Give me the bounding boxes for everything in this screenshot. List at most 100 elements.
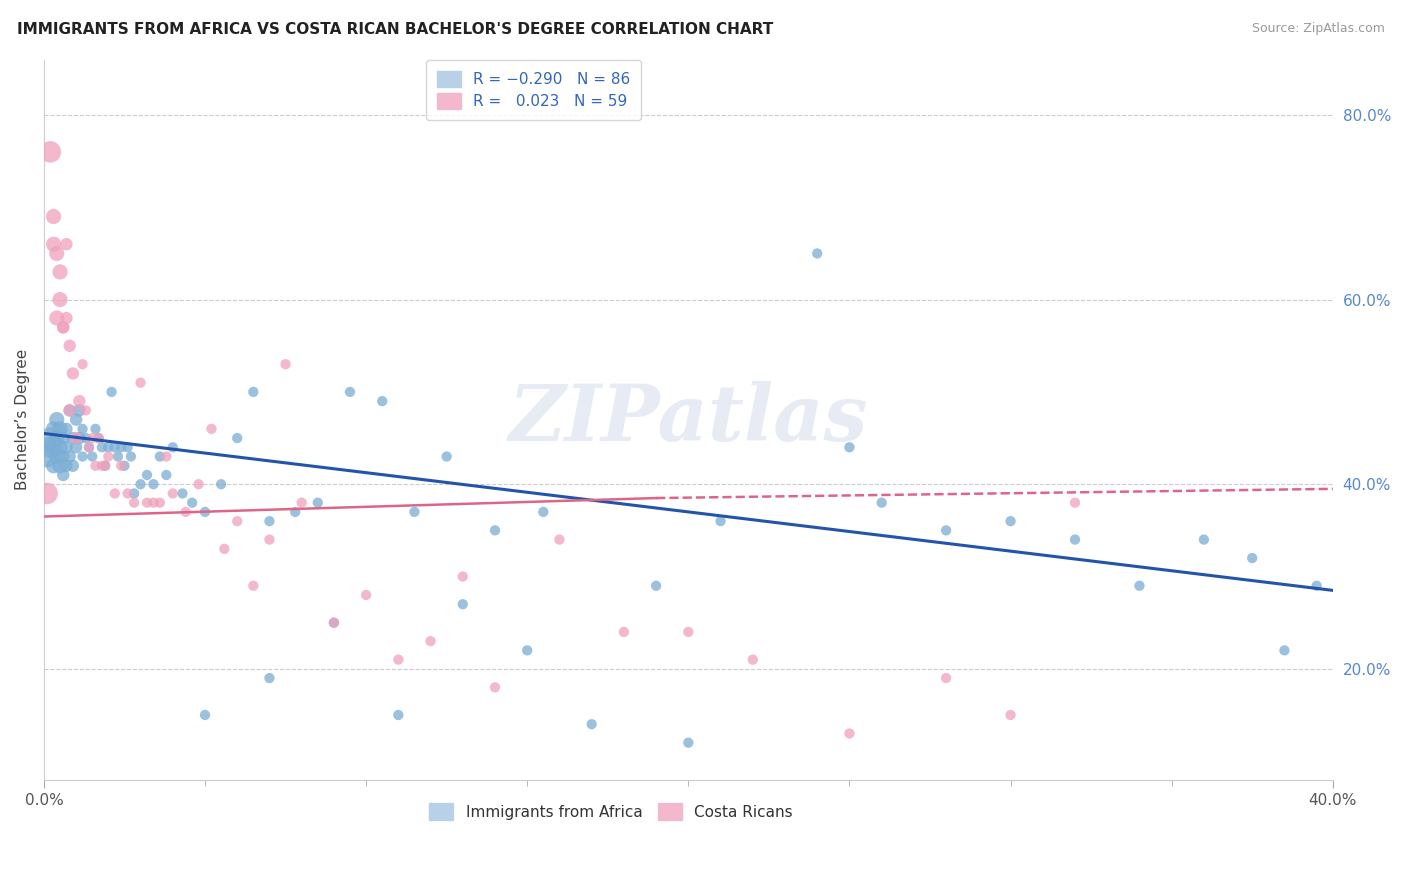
Point [37,486,59,500]
Point [52,431,75,445]
Point [62,431,84,445]
Point [548,533,571,547]
Point [226,431,249,445]
Point [484,681,506,695]
Point [645,579,668,593]
Point [82,431,104,445]
Point [136,467,159,482]
Point [84,422,107,436]
Text: ZIPatlas: ZIPatlas [509,382,868,458]
Point [741,652,763,666]
Point [77,440,100,454]
Point [110,440,132,454]
Point [226,514,249,528]
Point [65,412,87,426]
Point [42,458,65,473]
Point [100,384,122,399]
Point [104,440,127,454]
Point [114,458,136,473]
Point [110,458,132,473]
Point [1241,551,1264,566]
Point [181,496,204,510]
Point [291,496,314,510]
Point [52,450,75,464]
Point [935,524,957,538]
Point [149,450,172,464]
Point [39,145,62,159]
Point [194,708,217,723]
Point [404,505,426,519]
Point [94,458,117,473]
Point [387,652,409,666]
Point [451,597,474,611]
Point [322,615,344,630]
Point [49,458,72,473]
Point [870,496,893,510]
Point [322,615,344,630]
Point [242,384,264,399]
Point [136,496,159,510]
Point [122,496,145,510]
Point [155,467,177,482]
Point [354,588,377,602]
Point [531,505,554,519]
Point [37,450,59,464]
Point [45,311,67,326]
Point [1192,533,1215,547]
Point [155,450,177,464]
Point [62,367,84,381]
Point [72,422,94,436]
Y-axis label: Bachelor’s Degree: Bachelor’s Degree [15,349,30,491]
Point [371,394,394,409]
Point [1000,708,1022,723]
Point [259,671,281,685]
Point [200,422,222,436]
Point [194,505,217,519]
Point [242,579,264,593]
Point [45,431,67,445]
Point [84,458,107,473]
Point [90,440,112,454]
Point [90,458,112,473]
Point [52,320,75,334]
Point [187,477,209,491]
Point [55,422,77,436]
Point [49,265,72,279]
Text: Source: ZipAtlas.com: Source: ZipAtlas.com [1251,22,1385,36]
Point [59,450,82,464]
Point [67,403,90,417]
Point [42,440,65,454]
Point [436,450,458,464]
Point [935,671,957,685]
Point [1000,514,1022,528]
Point [87,431,110,445]
Point [55,237,77,252]
Point [613,624,636,639]
Point [129,477,152,491]
Point [59,403,82,417]
Point [284,505,307,519]
Point [339,384,361,399]
Point [39,431,62,445]
Point [67,394,90,409]
Point [42,210,65,224]
Point [162,486,184,500]
Point [49,440,72,454]
Point [67,431,90,445]
Point [709,514,731,528]
Point [82,450,104,464]
Point [172,486,194,500]
Point [838,726,860,740]
Point [94,458,117,473]
Point [42,237,65,252]
Point [59,339,82,353]
Point [806,246,828,260]
Point [678,736,700,750]
Text: IMMIGRANTS FROM AFRICA VS COSTA RICAN BACHELOR'S DEGREE CORRELATION CHART: IMMIGRANTS FROM AFRICA VS COSTA RICAN BA… [17,22,773,37]
Point [55,311,77,326]
Point [104,486,127,500]
Point [72,357,94,371]
Point [451,569,474,583]
Point [581,717,603,731]
Point [75,431,97,445]
